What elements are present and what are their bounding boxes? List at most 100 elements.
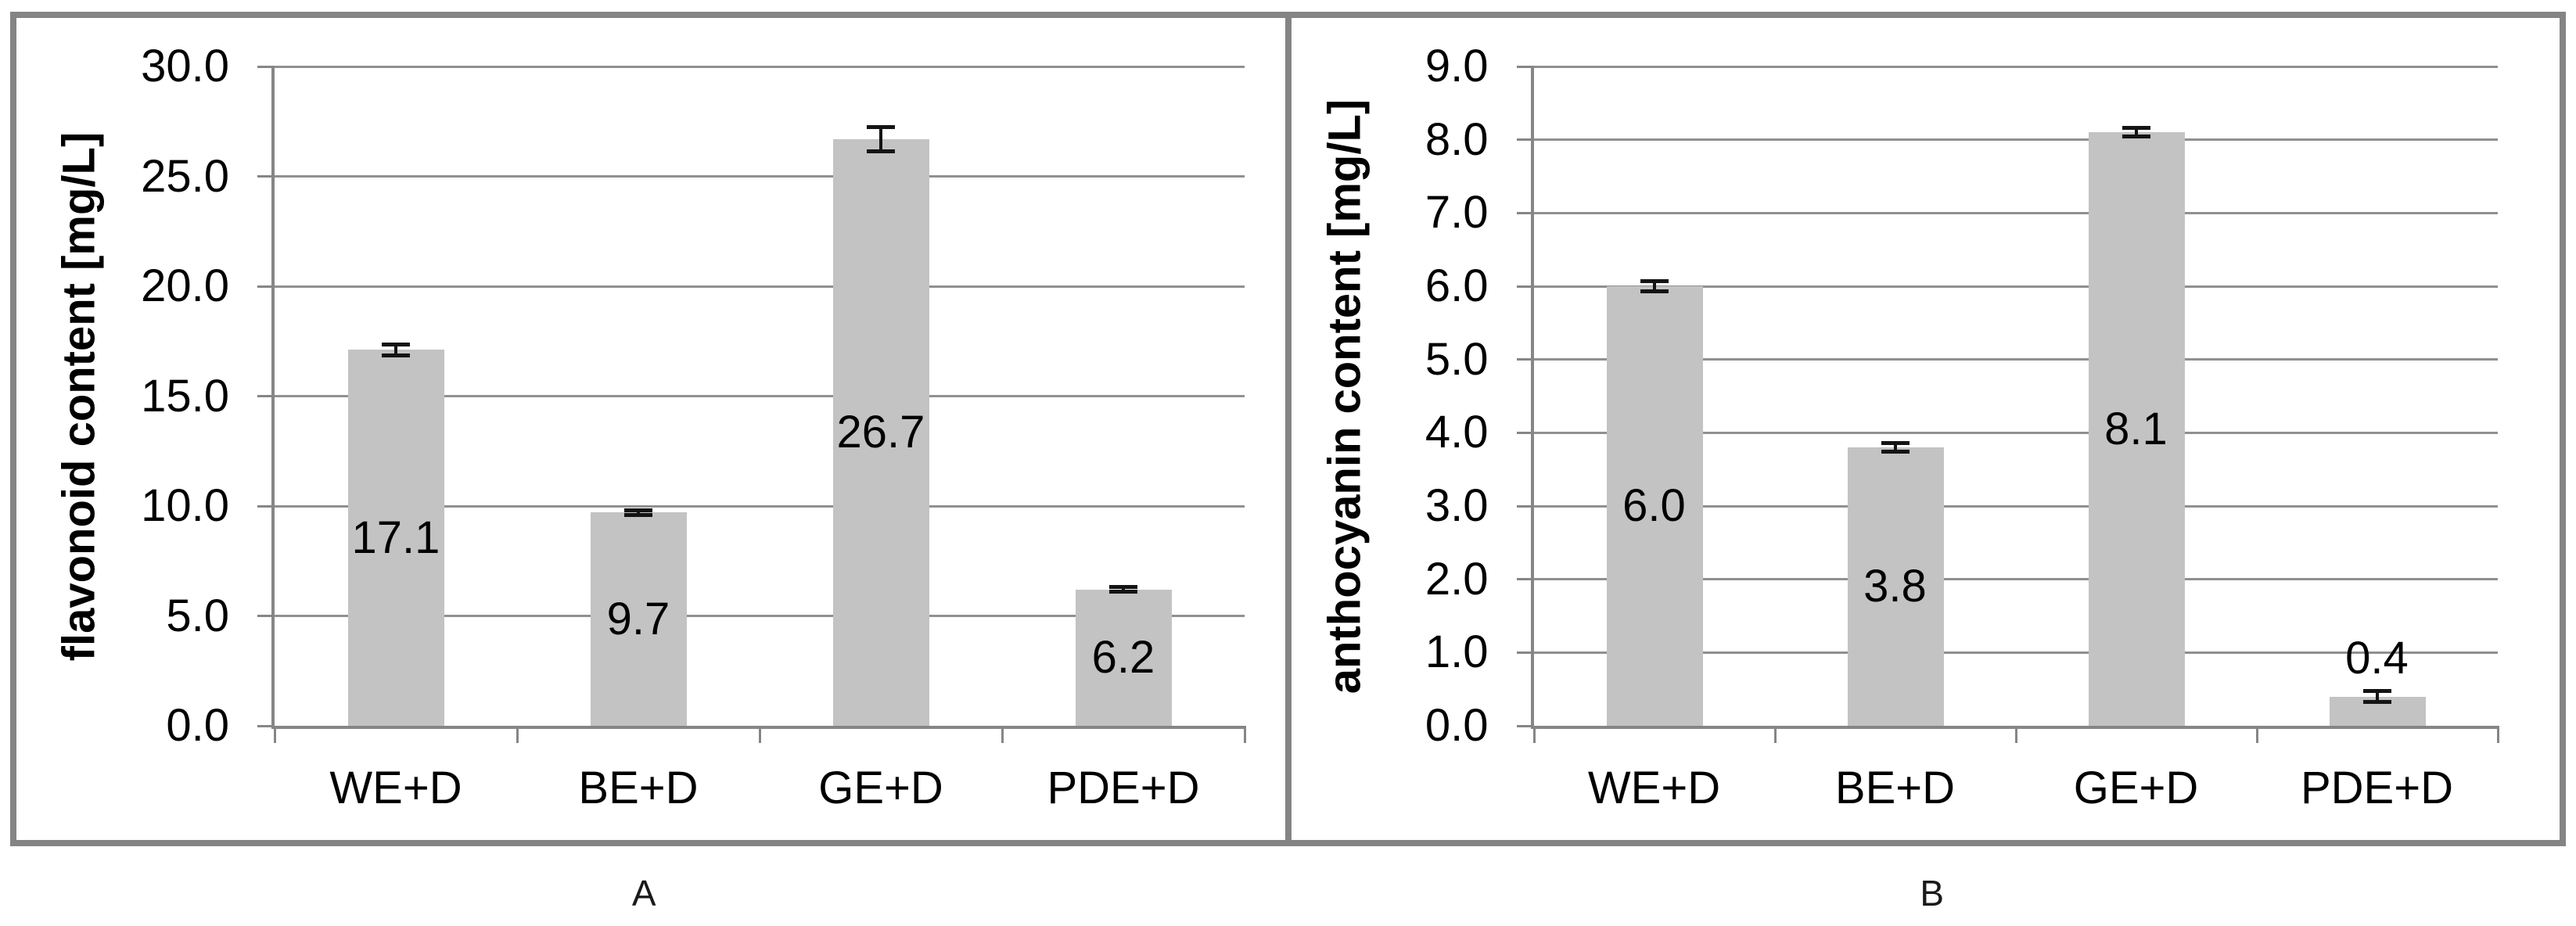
y-axis-tick xyxy=(1516,505,1534,508)
gridline xyxy=(1533,138,2498,141)
bar-data-label: 8.1 xyxy=(2104,404,2168,454)
y-tick-label: 8.0 xyxy=(1425,114,1489,165)
bar xyxy=(1847,447,1944,726)
bar-data-label: 9.7 xyxy=(606,594,670,644)
y-axis-tick xyxy=(1516,432,1534,434)
error-bar-cap-top xyxy=(1109,585,1137,589)
error-bar-cap-bottom xyxy=(1640,289,1669,293)
error-bar-cap-bottom xyxy=(2122,135,2150,138)
y-tick-label: 0.0 xyxy=(166,700,229,751)
x-axis-tick xyxy=(1244,726,1246,743)
y-tick-label: 1.0 xyxy=(1425,626,1489,677)
chart-panel-b: 0.0 1.0 2.0 3.0 4.0 5.0 6.0 7.0 8.0 9.0 6.0 WE+D 3.8… xyxy=(1291,18,2560,840)
x-axis-line xyxy=(1530,726,2498,729)
gridline xyxy=(1533,432,2498,434)
gridline xyxy=(1533,212,2498,214)
x-axis-line xyxy=(271,726,1245,729)
x-axis-tick xyxy=(1001,726,1004,743)
x-axis-tick xyxy=(2014,726,2017,743)
bar xyxy=(2088,132,2185,726)
error-bar-cap-top xyxy=(2362,689,2391,693)
x-axis-tick xyxy=(2255,726,2258,743)
x-axis-tick xyxy=(1532,726,1536,743)
error-bar-line xyxy=(1652,281,1656,291)
bar-data-label: 3.8 xyxy=(1863,561,1927,612)
y-tick-label: 6.0 xyxy=(1425,260,1489,311)
error-bar-cap-bottom xyxy=(624,513,652,517)
gridline xyxy=(275,175,1245,178)
y-tick-label: 3.0 xyxy=(1425,480,1489,531)
error-bar-cap-top xyxy=(867,125,895,129)
x-axis-tick xyxy=(759,726,761,743)
bar-data-label: 17.1 xyxy=(351,512,440,563)
error-bar-line xyxy=(1893,443,1897,451)
y-axis-tick xyxy=(1516,66,1534,68)
y-axis-line xyxy=(1530,66,1534,729)
gridline xyxy=(1533,505,2498,508)
error-bar-cap-bottom xyxy=(382,354,410,357)
gridline xyxy=(1533,651,2498,654)
x-axis-tick xyxy=(2496,726,2499,743)
gridline xyxy=(1533,285,2498,288)
category-label: GE+D xyxy=(818,763,943,813)
y-axis-tick xyxy=(1516,578,1534,580)
gridline xyxy=(275,66,1245,68)
bar-data-label: 6.0 xyxy=(1622,480,1686,531)
x-axis-tick xyxy=(1773,726,1777,743)
bar xyxy=(1606,286,1703,726)
gridline xyxy=(275,285,1245,288)
y-axis-line xyxy=(271,66,275,729)
bar xyxy=(1076,590,1172,726)
y-tick-label: 2.0 xyxy=(1425,554,1489,605)
bar xyxy=(348,350,444,726)
panel-caption-a: A xyxy=(631,873,656,913)
chart-panel-a: 0.0 5.0 10.0 15.0 20.0 25.0 30.0 17.1 WE+D 9.7 BE+… xyxy=(16,18,1292,840)
error-bar-line xyxy=(394,344,397,355)
dual-bar-chart-figure: 0.0 5.0 10.0 15.0 20.0 25.0 30.0 17.1 WE+D 9.7 BE+… xyxy=(10,12,2566,846)
error-bar-cap-top xyxy=(382,343,410,346)
gridline xyxy=(1533,66,2498,68)
gridline xyxy=(1533,578,2498,580)
error-bar-cap-top xyxy=(2122,126,2150,130)
error-bar-line xyxy=(879,127,882,151)
figure-page: 0.0 5.0 10.0 15.0 20.0 25.0 30.0 17.1 WE+D 9.7 BE+… xyxy=(0,12,2576,926)
y-tick-label: 20.0 xyxy=(141,260,229,311)
bar-data-label: 0.4 xyxy=(2345,633,2409,684)
y-tick-label: 0.0 xyxy=(1425,700,1489,751)
y-tick-label: 10.0 xyxy=(141,480,229,531)
y-axis-tick xyxy=(1516,358,1534,361)
y-axis-tick xyxy=(1516,651,1534,654)
caption-row: A B xyxy=(0,846,2576,926)
bar-data-label: 6.2 xyxy=(1091,632,1155,683)
error-bar-cap-bottom xyxy=(2362,700,2391,704)
y-tick-label: 7.0 xyxy=(1425,187,1489,238)
category-label: WE+D xyxy=(1587,763,1721,813)
y-axis-title: anthocyanin content [mg/L] xyxy=(1319,99,1370,694)
error-bar-cap-top xyxy=(1881,441,1910,445)
y-axis-tick xyxy=(257,505,275,508)
y-tick-label: 4.0 xyxy=(1425,407,1489,458)
error-bar-cap-bottom xyxy=(867,149,895,153)
category-label: PDE+D xyxy=(1047,763,1200,813)
error-bar-cap-top xyxy=(1640,279,1669,283)
category-label: GE+D xyxy=(2073,763,2199,813)
category-label: BE+D xyxy=(578,763,699,813)
error-bar-line xyxy=(2134,128,2138,137)
category-label: PDE+D xyxy=(2300,763,2453,813)
bar-data-label: 26.7 xyxy=(836,407,925,458)
y-tick-label: 5.0 xyxy=(1425,334,1489,385)
gridline xyxy=(275,505,1245,508)
error-bar-line xyxy=(2375,691,2379,702)
y-tick-label: 30.0 xyxy=(141,41,229,92)
y-axis-tick xyxy=(1516,212,1534,214)
error-bar-cap-bottom xyxy=(1881,450,1910,454)
y-tick-label: 5.0 xyxy=(166,590,229,641)
y-axis-tick xyxy=(257,725,275,727)
y-axis-tick xyxy=(257,615,275,617)
bar xyxy=(833,139,929,726)
y-tick-label: 25.0 xyxy=(141,151,229,202)
category-label: WE+D xyxy=(329,763,462,813)
x-axis-tick xyxy=(274,726,276,743)
x-axis-tick xyxy=(516,726,519,743)
y-axis-tick xyxy=(1516,725,1534,727)
